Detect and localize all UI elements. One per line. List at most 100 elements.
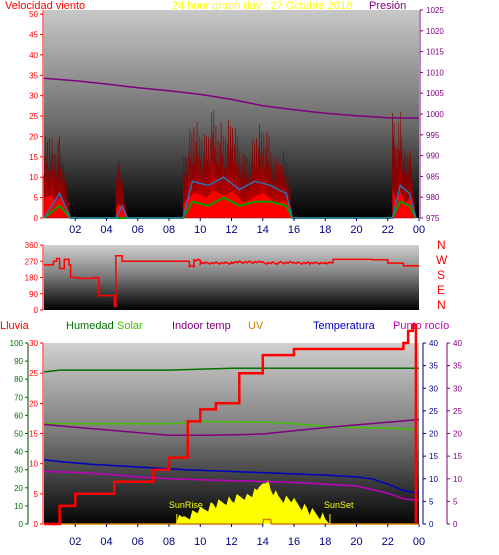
direction-axis-tick-label: 0 [34, 306, 39, 315]
pressure-axis-tick-label: 985 [426, 172, 440, 181]
direction-plot-area [44, 245, 419, 310]
sunset-label: SunSet [324, 500, 354, 510]
sunrise-label: SunRise [169, 500, 203, 510]
dewpoint-axis-tick-label: 10 [453, 475, 462, 484]
temperature-axis-tick-label: 25 [429, 407, 438, 416]
temperature-axis-tick-label: 5 [429, 497, 434, 506]
wind-gust-area [43, 136, 71, 219]
indoor-axis-tick-label: 5 [34, 490, 39, 499]
wind-x-tick-label: 04 [100, 224, 112, 236]
temperature-x-tick-label: 08 [163, 536, 175, 548]
temperature-x-tick-label: 02 [69, 536, 81, 548]
wind-axis-tick-label: 10 [29, 173, 38, 182]
wind-avg-line [43, 176, 417, 219]
wind-axis-tick-label: 0 [34, 214, 39, 223]
pressure-axis-tick-label: 975 [426, 214, 440, 223]
humidity-line [43, 367, 419, 373]
temperature-panel: 0102030405060708090100051015202530051015… [10, 323, 462, 548]
temperature-x-tick-label: 18 [319, 536, 331, 548]
indoor-temp-line [44, 420, 420, 431]
wind-x-tick-label: 20 [350, 224, 362, 236]
direction-axis-tick-label: 180 [25, 274, 39, 283]
compass-s: S [437, 268, 446, 282]
pressure-axis-tick-label: 1010 [426, 68, 444, 77]
dewpoint-axis-tick-label: 25 [453, 407, 462, 416]
wind-axis-tick-label: 15 [29, 153, 38, 162]
temperature-axis-tick-label: 20 [429, 430, 438, 439]
wind-axis-tick-label: 50 [29, 10, 38, 19]
wind-direction-line [44, 255, 419, 308]
rain-axis-tick-label: 20 [14, 484, 23, 493]
wind-x-tick-label: 18 [319, 224, 331, 236]
dewpoint-axis-tick-label: 15 [453, 452, 462, 461]
rain-axis-tick-label: 70 [14, 393, 23, 402]
temperature-x-tick-label: 00 [413, 536, 425, 548]
rain-axis-tick-label: 0 [19, 520, 24, 529]
dewpoint-axis-tick-label: 40 [453, 339, 462, 348]
wind-x-tick-label: 06 [132, 224, 144, 236]
rain-axis-tick-label: 10 [14, 502, 23, 511]
dewpoint-axis-tick-label: 30 [453, 384, 462, 393]
temperature-x-tick-label: 12 [225, 536, 237, 548]
indoor-axis-tick-label: 20 [29, 399, 38, 408]
dewpoint-axis-tick-label: 5 [453, 497, 458, 506]
rain-axis-tick-label: 30 [14, 466, 23, 475]
wind-x-tick-label: 02 [69, 224, 81, 236]
rain-axis-tick-label: 100 [10, 339, 24, 348]
temperature-axis-tick-label: 30 [429, 384, 438, 393]
temperature-axis-tick-label: 40 [429, 339, 438, 348]
wind-direction-panel: 0 90 180 270 360 [25, 241, 419, 315]
legend-humidity: Humedad [66, 320, 114, 332]
pressure-axis-tick-label: 1020 [426, 27, 444, 36]
wind-x-tick-label: 10 [194, 224, 206, 236]
wind-axis-tick-label: 30 [29, 92, 38, 101]
rain-axis-tick-label: 90 [14, 357, 23, 366]
legend-rain: Lluvia [0, 320, 29, 332]
wind-axis-tick-label: 5 [34, 194, 39, 203]
pressure-axis-tick-label: 980 [426, 193, 440, 202]
legend-temperature: Temperatura [313, 320, 375, 332]
legend-solar: Solar [117, 320, 143, 332]
indoor-axis-tick-label: 25 [29, 369, 38, 378]
wind-gust-area [392, 111, 417, 219]
rain-axis-tick-label: 60 [14, 411, 23, 420]
pressure-axis-tick-label: 990 [426, 152, 440, 161]
temperature-x-tick-label: 06 [132, 536, 144, 548]
wind-pressure-panel: 0510152025303540455097598098599099510001… [29, 6, 444, 236]
temperature-axis-tick-label: 0 [429, 520, 434, 529]
dewpoint-axis-tick-label: 0 [453, 520, 458, 529]
rain-axis-tick-label: 40 [14, 448, 23, 457]
wind-x-tick-label: 12 [225, 224, 237, 236]
indoor-axis-tick-label: 0 [34, 520, 39, 529]
chart-title: 24 hour graph day : 27 Octubre 2018 [172, 0, 353, 12]
pressure-axis-tick-label: 1000 [426, 110, 444, 119]
temperature-x-tick-label: 04 [100, 536, 112, 548]
wind-axis-tick-label: 20 [29, 132, 38, 141]
direction-axis-tick-label: 360 [25, 241, 39, 250]
temperature-x-tick-label: 14 [257, 536, 269, 548]
legend-dewpoint: Punto rocío [393, 320, 450, 332]
direction-axis-tick-label: 270 [25, 257, 39, 266]
dewpoint-axis-tick-label: 35 [453, 362, 462, 371]
rain-line [44, 323, 418, 526]
temperature-x-tick-label: 16 [288, 536, 300, 548]
wind-speed-label: Velocidad viento [5, 0, 86, 12]
pressure-axis-tick-label: 1005 [426, 89, 444, 98]
temperature-x-tick-label: 10 [194, 536, 206, 548]
pressure-line [43, 77, 420, 119]
wind-axis-tick-label: 40 [29, 51, 38, 60]
temperature-x-tick-label: 22 [382, 536, 394, 548]
compass-n-bottom: N [437, 298, 446, 312]
legend-uv: UV [248, 320, 264, 332]
direction-axis-tick-label: 90 [29, 290, 38, 299]
wind-x-tick-label: 00 [413, 224, 425, 236]
solar-area [44, 479, 419, 524]
rain-axis-tick-label: 50 [14, 430, 23, 439]
temperature-axis-tick-label: 10 [429, 475, 438, 484]
legend-indoor: Indoor temp [172, 320, 231, 332]
uv-line [44, 518, 419, 525]
dewpoint-upper-line [43, 418, 420, 437]
wind-x-tick-label: 16 [288, 224, 300, 236]
pressure-axis-tick-label: 1025 [426, 6, 444, 15]
temperature-x-tick-label: 20 [350, 536, 362, 548]
